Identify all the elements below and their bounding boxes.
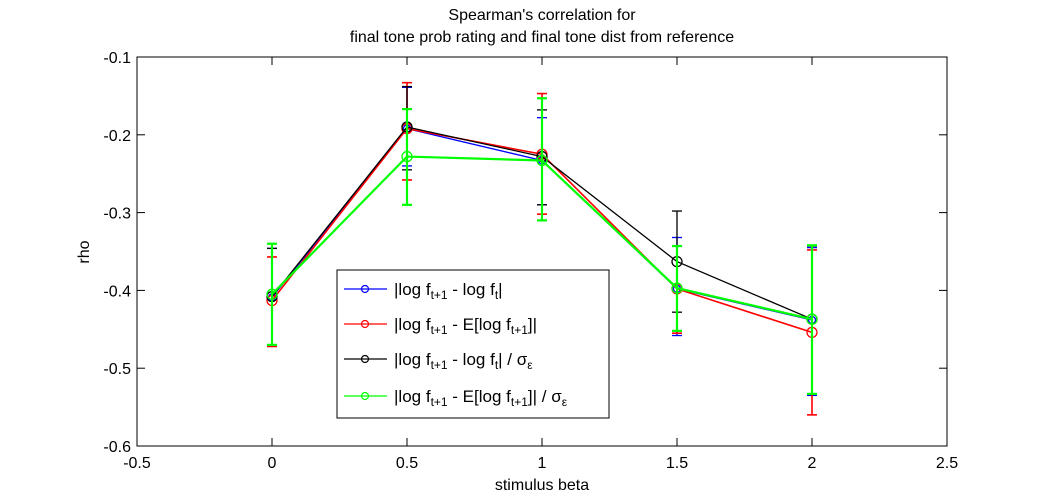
- legend-entry-2: |log ft+1 - log ft| / σε: [394, 350, 533, 372]
- y-tick-label: -0.3: [103, 206, 131, 223]
- x-tick-label: 2: [808, 455, 817, 472]
- data-point: [806, 313, 818, 325]
- y-tick-label: -0.5: [103, 361, 131, 378]
- x-axis-label: stimulus beta: [495, 477, 589, 494]
- legend: |log ft+1 - log ft| |log ft+1 - E[log ft+…: [336, 269, 610, 419]
- data-point: [266, 288, 278, 300]
- y-axis-label: rho: [76, 240, 93, 263]
- x-tick-label: 1.5: [666, 455, 688, 472]
- chart-title-line-1: Spearman's correlation for: [448, 7, 636, 24]
- series-line: [271, 155, 813, 321]
- y-tick-label: -0.6: [103, 439, 131, 456]
- legend-box: [336, 269, 610, 419]
- data-point: [671, 282, 683, 294]
- legend-swatch-marker: [360, 391, 370, 401]
- y-tick-label: -0.4: [103, 283, 131, 300]
- plot-series: [266, 81, 818, 416]
- legend-swatch-marker: [360, 354, 370, 364]
- x-tick-label: 2.5: [936, 455, 958, 472]
- data-point: [536, 154, 548, 167]
- legend-swatch-marker: [360, 319, 370, 329]
- legend-swatch-marker: [360, 284, 370, 294]
- legend-entry-0: |log ft+1 - log ft|: [394, 280, 503, 302]
- y-tick-label: -0.1: [103, 50, 131, 67]
- chart-title-line-2: final tone prob rating and final tone di…: [350, 29, 734, 46]
- x-tick-label: 1: [538, 455, 547, 472]
- axis-ticks: -0.5 0 0.5 1 1.5 2 2.5-0.6-0.5-0.4-0.3-0.2-0.1: [103, 50, 958, 472]
- legend-entry-1: |log ft+1 - E[log ft+1]|: [394, 315, 537, 337]
- series-3: [266, 97, 818, 395]
- x-tick-label: 0: [268, 455, 277, 472]
- y-tick-label: -0.2: [103, 128, 131, 145]
- legend-entry-3: |log ft+1 - E[log ft+1]| / σε: [394, 387, 568, 409]
- data-point: [401, 150, 413, 163]
- x-tick-label: 0.5: [396, 455, 418, 472]
- x-tick-label: -0.5: [123, 455, 151, 472]
